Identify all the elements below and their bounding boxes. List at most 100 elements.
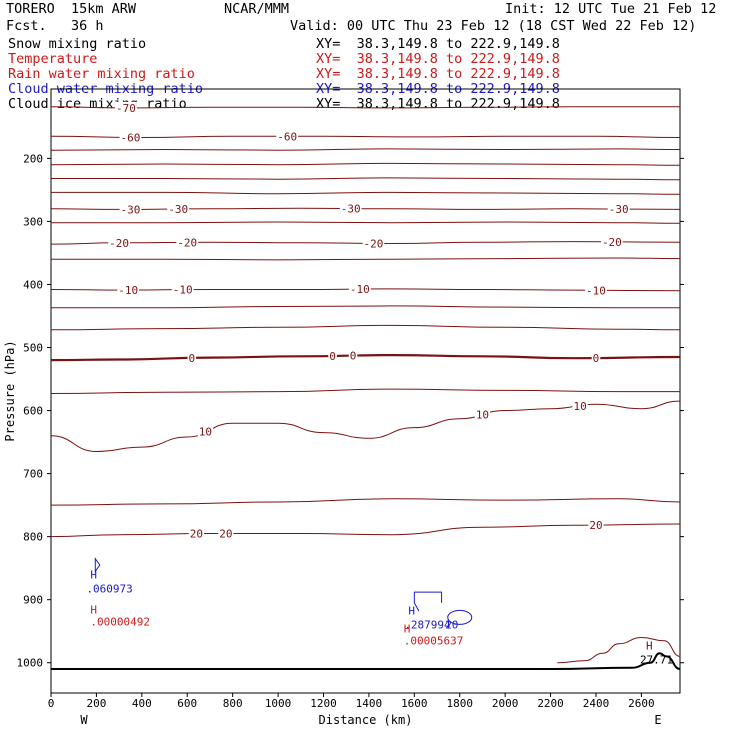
isotherm-label: 0 [329,350,336,363]
isotherm-label: 20 [589,519,602,532]
isotherm-label: -70 [116,102,136,115]
isotherm-line [50,162,681,166]
isotherm-line [50,498,681,506]
isotherm-label-bg [218,527,234,540]
isotherm-label-bg [607,203,630,216]
x-tick-label: 200 [86,697,106,710]
isotherm-label-bg [108,236,131,249]
cloud-water-contour [447,609,473,625]
x-tick-label: 400 [132,697,152,710]
isotherm-line [50,106,680,109]
legend-snow-xy: XY= 38.3,149.8 to 222.9,149.8 [316,36,560,52]
valid-label: Valid: 00 UTC Thu 23 Feb 12 (18 CST Wed … [290,18,697,34]
isotherm-label: -10 [350,283,370,296]
isotherm-label-bg [348,349,358,362]
cloud-water-value: .060973 [86,583,132,596]
isotherm-label-bg [572,399,588,412]
x-tick-label: 1800 [446,697,473,710]
rain-water-value: .00000492 [90,615,150,628]
isotherm-line [50,324,681,331]
isotherm-label: -20 [364,237,384,250]
isotherm-line [50,305,680,309]
x-tick-label: 1600 [401,697,428,710]
cloud-water-value: 20 [445,619,458,632]
isotherm-label-bg [585,284,607,297]
y-tick-label: 800 [23,531,43,544]
isotherm-label-bg [474,408,491,421]
legend-rain-water: Rain water mixing ratio [8,66,195,82]
x-tick-label: 800 [223,697,243,710]
isotherm-label: 20 [190,528,203,541]
rain-water-max-marker: H [404,622,411,635]
rain-water-value: .00005637 [404,634,464,647]
isotherm-label-bg [176,236,199,249]
isotherm-label: -10 [118,284,138,297]
isotherm-label: -60 [121,131,141,144]
legend-snow: Snow mixing ratio [8,36,147,52]
isotherm-label: -10 [173,284,193,297]
y-tick-label: 700 [23,468,43,481]
isotherm-label: 10 [199,425,212,438]
isotherm-line [557,636,681,664]
isotherm-label: 10 [476,409,489,422]
center-label: NCAR/MMM [224,1,290,17]
x-tick-label: 600 [177,697,197,710]
isotherm-line [51,177,681,181]
x-tick-label: 2200 [537,697,564,710]
model-label: TORERO 15km ARW [6,1,137,17]
isotherm-label-bg [119,131,142,144]
x-tick-label: 1400 [356,697,383,710]
x-tick-label: 2600 [628,697,655,710]
x-axis-label: Distance (km) [319,713,413,727]
isotherm-label-bg [591,351,601,364]
legend-temperature: Temperature [8,51,98,67]
isotherm-label: 10 [573,400,586,413]
legend-cloud-water: Cloud water mixing ratio [8,81,204,97]
cloud-water-contour [94,557,101,573]
isotherm-label-bg [588,519,604,532]
isotherm-label: 0 [188,352,195,365]
isotherm-label: -60 [277,130,297,143]
cloud-water-max-marker: H [90,569,97,582]
isotherm-line [50,207,681,210]
isotherm-label: -30 [341,203,361,216]
y-tick-label: 300 [23,215,43,228]
isotherm-label-bg [187,351,197,364]
isotherm-line [50,148,681,151]
legend-temperature-xy: XY= 38.3,149.8 to 222.9,149.8 [316,51,560,67]
isotherm-line [51,257,681,261]
y-tick-label: 200 [23,152,43,165]
y-tick-label: 400 [23,278,43,291]
y-axis-label: Pressure (hPa) [3,340,17,441]
isotherm-label-bg [600,235,623,248]
x-end-label-east: E [654,713,661,727]
isotherm-line [50,241,681,245]
isotherm-line [50,388,680,394]
x-tick-label: 0 [48,697,55,710]
x-end-label-west: W [80,713,88,727]
x-tick-label: 2000 [492,697,519,710]
cloud-water-contour [413,591,443,612]
plot-frame [50,88,681,694]
terrain-line [51,652,681,671]
forecast-label: Fcst. 36 h [6,18,104,34]
isotherm-line [50,353,681,362]
cloud-water-max-marker: H [408,605,415,618]
isotherm-label-bg [197,425,214,438]
isotherm-label: -20 [177,236,197,249]
x-tick-label: 2400 [583,697,610,710]
isotherm-label: -10 [586,284,606,297]
isotherm-label: 0 [350,350,357,363]
isotherm-label: -30 [121,203,141,216]
isotherm-label: -30 [168,203,188,216]
isotherm-label: 20 [219,527,232,540]
rain-water-max-marker: H [90,603,97,616]
y-tick-label: 500 [23,341,43,354]
temperature-max-value: 27.71 [640,653,673,666]
init-label: Init: 12 UTC Tue 21 Feb 12 [505,1,717,17]
legend-rain-water-xy: XY= 38.3,149.8 to 222.9,149.8 [316,66,560,82]
isotherm-label: -20 [109,237,129,250]
isotherm-label: -20 [602,236,622,249]
isotherm-label-bg [328,349,337,362]
